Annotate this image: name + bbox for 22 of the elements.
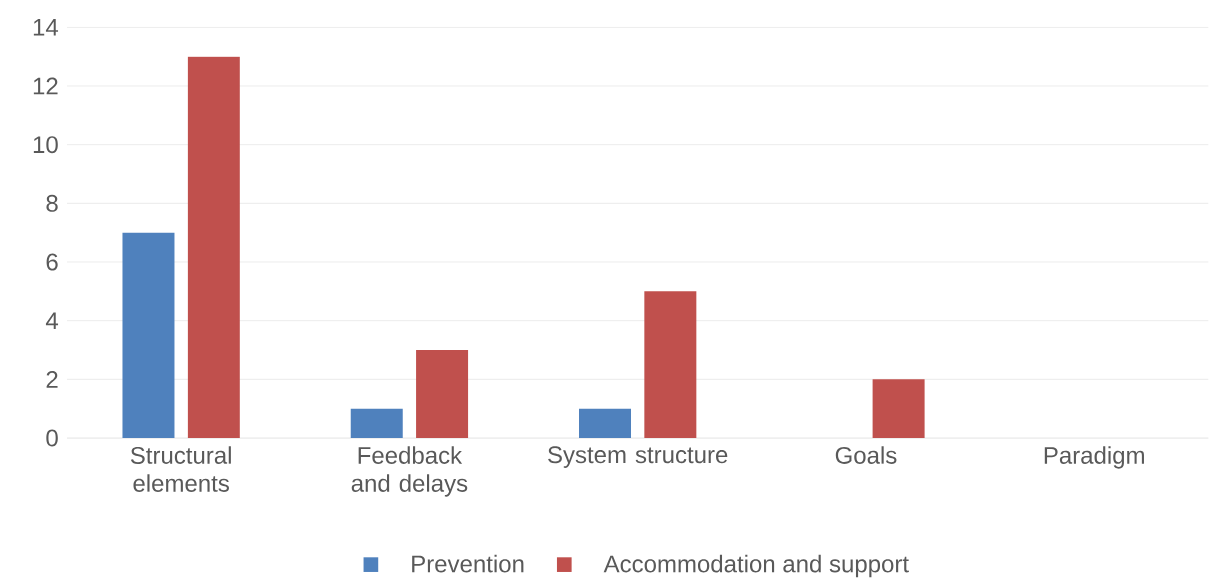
x-tick-label: Paradigm (1044, 446, 1144, 469)
y-tick-label: 4 (45, 312, 59, 329)
y-tick-label: 14 (33, 19, 59, 36)
x-tick-label: Goals (835, 446, 897, 464)
y-tick-label: 0 (46, 429, 58, 447)
y-tick-label: 6 (46, 253, 58, 271)
x-tick-label: Structural elements (130, 446, 231, 492)
y-tick-label: 2 (46, 370, 58, 388)
legend-label: Prevention (412, 554, 524, 573)
y-tick-label: 8 (46, 194, 58, 212)
bar (579, 408, 631, 438)
bar (122, 232, 175, 438)
bar (187, 56, 240, 438)
x-tick-label: Feedback and delays (351, 446, 468, 497)
bar (644, 291, 697, 438)
legend-label: Accommodation and support (603, 554, 909, 578)
x-tick-label: System structure (548, 446, 728, 468)
y-tick-label: 12 (33, 77, 58, 95)
bar (350, 408, 403, 438)
y-tick-label: 10 (33, 136, 58, 154)
bar (416, 349, 469, 438)
bar (872, 379, 925, 438)
